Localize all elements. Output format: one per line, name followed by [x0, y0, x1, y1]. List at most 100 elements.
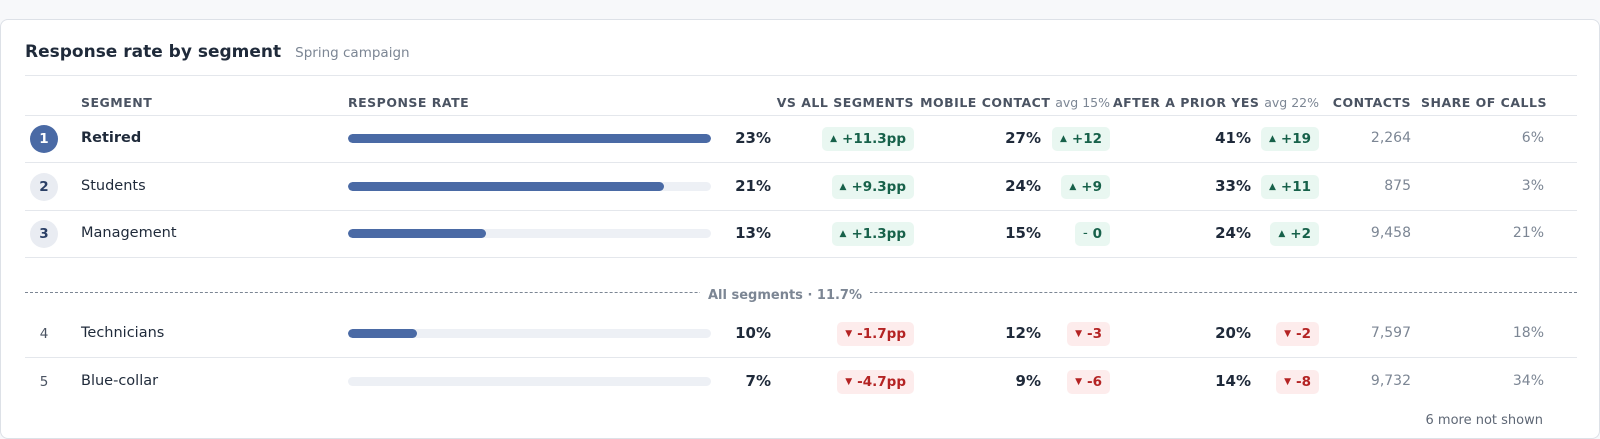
card-subtitle: Spring campaign [295, 45, 410, 61]
col-head-vs-all[interactable]: VS ALL SEGMENTS [776, 95, 914, 110]
table-row[interactable]: 1 Retired 23% ▲ +11.3pp 27% ▲ +12 41% ▲ … [1, 115, 1600, 163]
triangle-down-icon: ▼ [1284, 377, 1291, 387]
triangle-up-icon: ▲ [1059, 134, 1067, 144]
triangle-down-icon: ▼ [845, 329, 853, 339]
row-divider [25, 357, 1577, 358]
prior-yes-rate: 41% [1215, 129, 1251, 147]
triangle-up-icon: ▲ [1069, 182, 1077, 192]
table-row[interactable]: 2 Students 21% ▲ +9.3pp 24% ▲ +9 33% ▲ +… [1, 163, 1600, 211]
prior-delta-badge: ▼ -8 [1276, 370, 1319, 394]
response-rate-bar [348, 329, 711, 338]
share-of-calls: 18% [1512, 325, 1544, 341]
vs-all-value: +11.3pp [842, 131, 906, 147]
mobile-rate: 12% [1005, 324, 1041, 342]
mobile-delta-badge: ▼ -6 [1067, 370, 1110, 394]
triangle-up-icon: ▲ [1268, 134, 1276, 144]
row-divider [25, 162, 1577, 163]
mobile-delta-badge: – 0 [1075, 222, 1110, 246]
triangle-up-icon: ▲ [1278, 229, 1286, 239]
share-of-calls: 6% [1521, 130, 1544, 146]
segment-name: Students [81, 178, 146, 194]
col-head-prior-avg: avg 22% [1264, 95, 1319, 110]
table-row[interactable]: 4 Technicians 10% ▼ -1.7pp 12% ▼ -3 20% … [1, 310, 1600, 358]
mobile-rate: 9% [1015, 372, 1041, 390]
mobile-delta-value: 0 [1092, 226, 1102, 242]
vs-all-badge: ▲ +1.3pp [831, 222, 914, 246]
mobile-rate: 15% [1005, 224, 1041, 242]
col-head-share[interactable]: SHARE OF CALLS [1421, 95, 1547, 110]
col-head-mobile-label: MOBILE CONTACT [920, 95, 1051, 110]
mobile-delta-badge: ▲ +12 [1051, 127, 1110, 151]
share-of-calls: 21% [1512, 225, 1544, 241]
triangle-up-icon: ▲ [839, 229, 847, 239]
vs-all-badge: ▲ +11.3pp [822, 127, 914, 151]
col-head-mobile-avg: avg 15% [1055, 95, 1110, 110]
prior-yes-rate: 20% [1215, 324, 1251, 342]
card-title: Response rate by segment [25, 42, 282, 62]
response-rate-bar [348, 182, 711, 191]
segment-response-card: Response rate by segment Spring campaign… [0, 19, 1600, 439]
vs-all-value: +1.3pp [851, 226, 906, 242]
header-divider [25, 75, 1577, 76]
mobile-delta-value: -3 [1087, 326, 1102, 342]
prior-delta-value: -8 [1296, 374, 1311, 390]
mobile-delta-badge: ▼ -3 [1067, 322, 1110, 346]
col-head-prior-label: AFTER A PRIOR YES [1112, 95, 1260, 110]
share-of-calls: 3% [1521, 178, 1544, 194]
average-divider-label: All segments · 11.7% [1, 284, 1569, 303]
triangle-down-icon: ▼ [845, 377, 853, 387]
response-rate-bar [348, 134, 711, 143]
row-divider [25, 210, 1577, 211]
response-rate-value: 10% [735, 324, 771, 342]
table-row[interactable]: 3 Management 13% ▲ +1.3pp 15% – 0 24% ▲ … [1, 210, 1600, 258]
prior-yes-rate: 24% [1215, 224, 1251, 242]
triangle-down-icon: ▼ [1075, 377, 1082, 387]
segment-name: Management [81, 225, 177, 241]
rank-badge: 3 [30, 220, 58, 248]
contacts-count: 9,458 [1370, 225, 1411, 241]
prior-delta-badge: ▲ +2 [1270, 222, 1319, 246]
vs-all-badge: ▼ -1.7pp [837, 322, 914, 346]
prior-delta-value: -2 [1296, 326, 1311, 342]
col-head-response-rate[interactable]: RESPONSE RATE [348, 95, 470, 110]
col-head-prior[interactable]: AFTER A PRIOR YES avg 22% [1101, 95, 1319, 110]
response-rate-bar-fill [348, 329, 417, 338]
table-row[interactable]: 5 Blue-collar 7% ▼ -4.7pp 9% ▼ -6 14% ▼ … [1, 358, 1600, 406]
vs-all-badge: ▼ -4.7pp [837, 370, 914, 394]
col-head-segment[interactable]: SEGMENT [81, 95, 153, 110]
response-rate-bar-fill [348, 182, 664, 191]
mobile-delta-value: +12 [1071, 131, 1102, 147]
response-rate-value: 23% [735, 129, 771, 147]
prior-delta-value: +11 [1280, 179, 1311, 195]
vs-all-value: -4.7pp [857, 374, 906, 390]
triangle-up-icon: ▲ [1268, 182, 1276, 192]
vs-all-value: -1.7pp [857, 326, 906, 342]
vs-all-value: +9.3pp [851, 179, 906, 195]
contacts-count: 7,597 [1370, 325, 1411, 341]
prior-delta-value: +19 [1280, 131, 1311, 147]
col-head-mobile[interactable]: MOBILE CONTACT avg 15% [901, 95, 1110, 110]
response-rate-value: 7% [745, 372, 771, 390]
triangle-down-icon: ▼ [1075, 329, 1082, 339]
rank-badge: 1 [30, 125, 58, 153]
triangle-down-icon: ▼ [1284, 329, 1291, 339]
vs-all-badge: ▲ +9.3pp [831, 175, 914, 199]
column-header-divider [25, 115, 1577, 116]
rank-badge: 5 [39, 374, 49, 390]
rank-badge: 2 [30, 173, 58, 201]
mobile-delta-value: +9 [1081, 179, 1102, 195]
response-rate-value: 21% [735, 177, 771, 195]
response-rate-bar-fill [348, 229, 486, 238]
contacts-count: 2,264 [1370, 130, 1411, 146]
row-divider [25, 257, 1577, 258]
mobile-delta-badge: ▲ +9 [1061, 175, 1110, 199]
share-of-calls: 34% [1512, 373, 1544, 389]
contacts-count: 875 [1384, 178, 1411, 194]
triangle-up-icon: ▲ [839, 182, 847, 192]
segment-name: Retired [81, 130, 142, 146]
col-head-contacts[interactable]: CONTACTS [1332, 95, 1411, 110]
more-not-shown-note[interactable]: 6 more not shown [1425, 413, 1543, 428]
segment-name: Technicians [81, 325, 165, 341]
prior-delta-badge: ▲ +19 [1260, 127, 1319, 151]
contacts-count: 9,732 [1370, 373, 1411, 389]
